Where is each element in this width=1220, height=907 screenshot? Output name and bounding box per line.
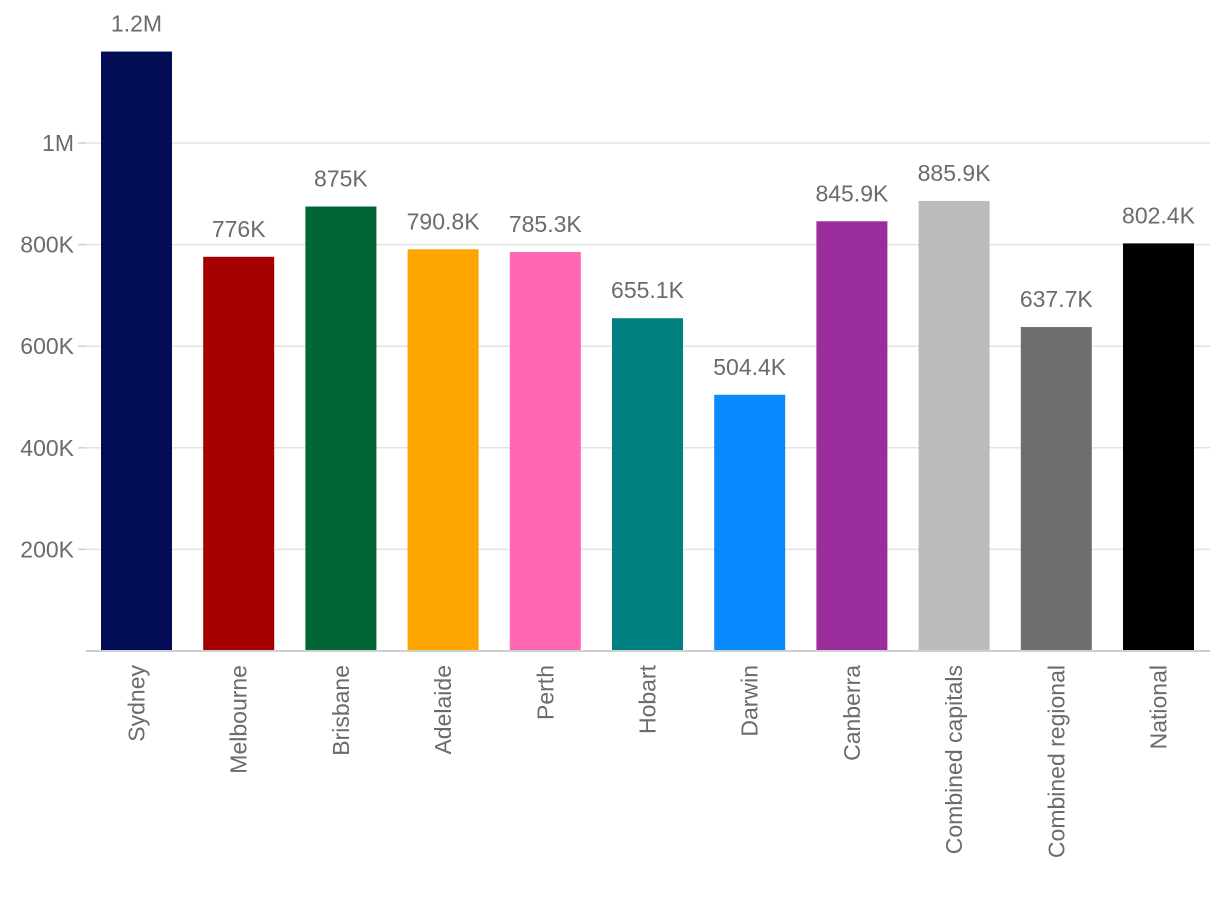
bar-national (1123, 243, 1194, 651)
x-tick-label: National (1146, 665, 1172, 749)
y-tick-label: 1M (42, 130, 74, 156)
bars (101, 51, 1194, 652)
bar-combined-regional (1020, 327, 1092, 651)
x-tick-label: Melbourne (226, 665, 252, 774)
bar-perth (509, 252, 581, 651)
bar-adelaide (407, 249, 479, 651)
bar-canberra (816, 221, 888, 651)
data-label: 504.4K (713, 354, 787, 380)
x-tick-label: Darwin (737, 665, 763, 737)
data-label: 802.4K (1122, 202, 1196, 228)
x-tick-label: Perth (532, 665, 558, 720)
y-tick-label: 400K (20, 435, 74, 461)
data-label: 1.2M (111, 11, 162, 37)
x-tick-label: Sydney (124, 665, 150, 742)
data-label: 776K (212, 216, 266, 242)
x-tick-label: Brisbane (328, 665, 354, 756)
data-labels: 1.2M 776K 875K 790.8K 785.3K 655.1K 504.4K 845.… (111, 11, 1196, 380)
x-tick-label: Combined capitals (941, 665, 967, 854)
bar-combined-capitals (918, 200, 990, 651)
x-tick-label: Hobart (635, 664, 661, 734)
x-axis-labels: Sydney Melbourne Brisbane Adelaide Perth Hoba… (124, 664, 1172, 858)
x-tick-label: Combined regional (1043, 665, 1069, 858)
data-label: 875K (314, 166, 368, 192)
bar-melbourne (203, 256, 275, 651)
y-axis-ticks: 200K 400K 600K 800K 1M (20, 130, 86, 562)
data-label: 637.7K (1020, 286, 1094, 312)
data-label: 845.9K (815, 180, 889, 206)
y-tick-label: 200K (20, 536, 74, 562)
bar-brisbane (305, 206, 377, 651)
x-tick-label: Adelaide (430, 665, 456, 755)
bar-sydney (101, 51, 172, 652)
data-label: 790.8K (407, 208, 481, 234)
y-tick-label: 600K (20, 333, 74, 359)
data-label: 885.9K (918, 160, 992, 186)
bar-hobart (612, 318, 683, 651)
y-tick-label: 800K (20, 232, 74, 258)
bar-darwin (714, 394, 786, 651)
x-tick-label: Canberra (839, 665, 865, 761)
data-label: 655.1K (611, 277, 685, 303)
data-label: 785.3K (509, 211, 583, 237)
